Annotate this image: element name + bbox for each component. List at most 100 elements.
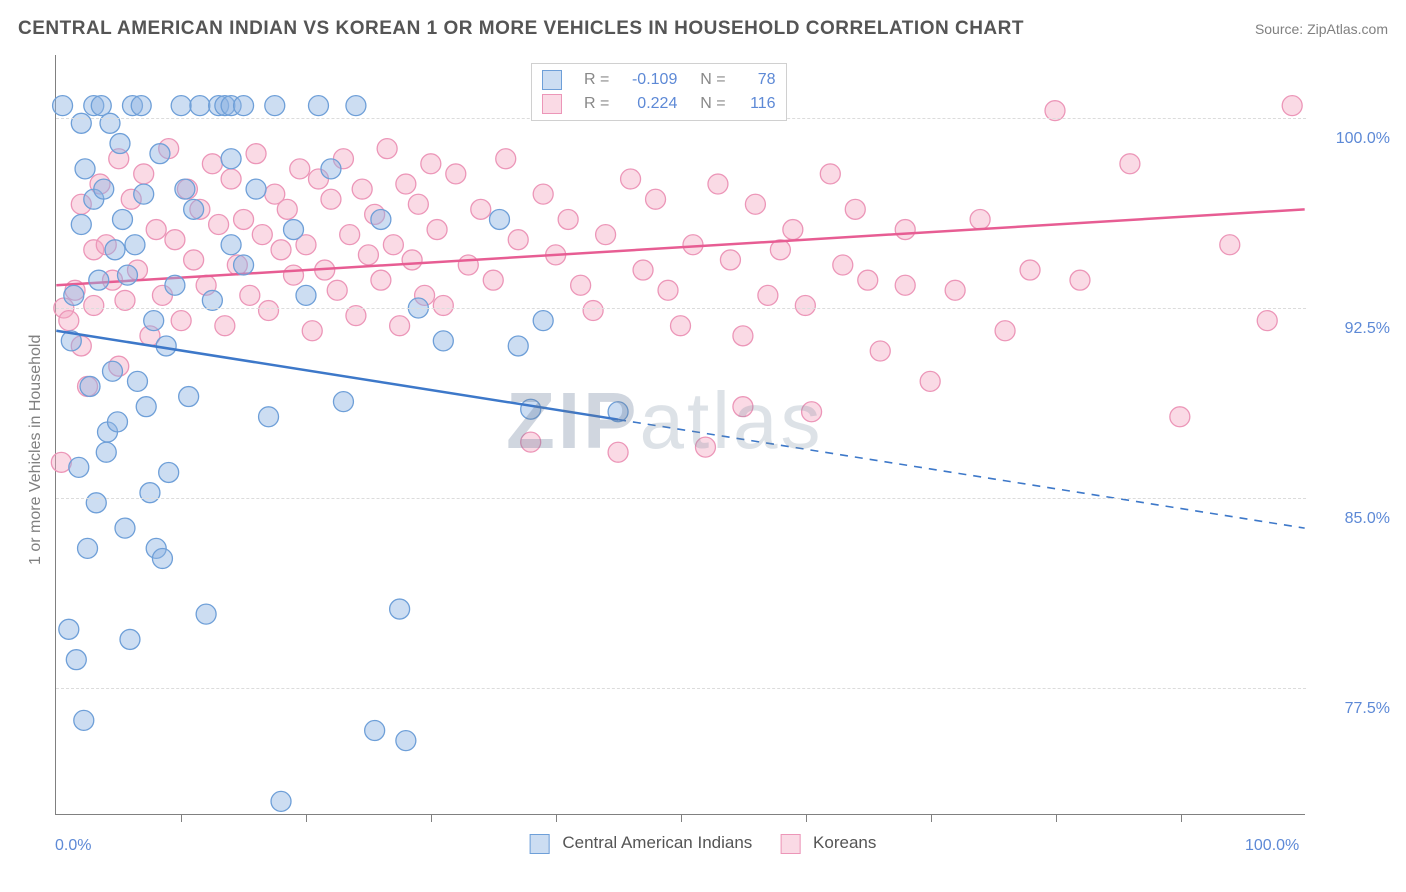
data-point: [365, 721, 385, 741]
legend-swatch: [780, 834, 800, 854]
data-point: [120, 629, 140, 649]
data-point: [1282, 96, 1302, 116]
data-point: [377, 139, 397, 159]
data-point: [490, 209, 510, 229]
data-point: [190, 96, 210, 116]
data-point: [321, 159, 341, 179]
x-tick: [556, 814, 557, 822]
data-point: [671, 316, 691, 336]
data-point: [471, 199, 491, 219]
data-point: [390, 599, 410, 619]
data-point: [64, 285, 84, 305]
chart-source: Source: ZipAtlas.com: [1255, 21, 1388, 37]
legend-row: R = -0.109 N = 78: [542, 68, 776, 92]
data-point: [371, 209, 391, 229]
data-point: [920, 371, 940, 391]
data-point: [870, 341, 890, 361]
series-legend: Central American Indians Koreans: [530, 833, 877, 854]
data-point: [108, 412, 128, 432]
data-point: [53, 96, 73, 116]
data-point: [1220, 235, 1240, 255]
data-point: [970, 209, 990, 229]
data-point: [134, 184, 154, 204]
data-point: [733, 397, 753, 417]
x-tick: [931, 814, 932, 822]
r-label: R =: [584, 71, 609, 89]
data-point: [720, 250, 740, 270]
data-point: [59, 619, 79, 639]
data-point: [458, 255, 478, 275]
data-point: [340, 225, 360, 245]
data-point: [845, 199, 865, 219]
data-point: [74, 710, 94, 730]
data-point: [321, 189, 341, 209]
data-point: [140, 483, 160, 503]
data-point: [105, 240, 125, 260]
data-point: [221, 149, 241, 169]
r-label: R =: [584, 95, 609, 113]
data-point: [833, 255, 853, 275]
data-point: [134, 164, 154, 184]
data-point: [895, 275, 915, 295]
data-point: [94, 179, 114, 199]
data-point: [683, 235, 703, 255]
data-point: [296, 285, 316, 305]
data-point: [658, 280, 678, 300]
data-point: [421, 154, 441, 174]
data-point: [708, 174, 728, 194]
x-tick: [181, 814, 182, 822]
data-point: [115, 518, 135, 538]
legend-item: Central American Indians: [530, 833, 753, 854]
data-point: [408, 194, 428, 214]
data-point: [290, 159, 310, 179]
data-point: [895, 220, 915, 240]
data-point: [146, 220, 166, 240]
data-point: [695, 437, 715, 457]
data-point: [858, 270, 878, 290]
data-point: [820, 164, 840, 184]
data-point: [1257, 311, 1277, 331]
data-point: [533, 311, 553, 331]
data-point: [71, 113, 91, 133]
data-point: [131, 96, 151, 116]
data-point: [396, 731, 416, 751]
data-point: [483, 270, 503, 290]
data-point: [265, 96, 285, 116]
data-point: [84, 295, 104, 315]
gridline: [56, 308, 1306, 309]
data-point: [127, 371, 147, 391]
data-point: [558, 209, 578, 229]
data-point: [802, 402, 822, 422]
data-point: [733, 326, 753, 346]
data-point: [1020, 260, 1040, 280]
data-point: [508, 230, 528, 250]
data-point: [159, 462, 179, 482]
data-point: [234, 96, 254, 116]
data-point: [521, 432, 541, 452]
legend-label: Central American Indians: [562, 833, 752, 852]
data-point: [89, 270, 109, 290]
chart-header: CENTRAL AMERICAN INDIAN VS KOREAN 1 OR M…: [18, 18, 1388, 40]
data-point: [383, 235, 403, 255]
data-point: [646, 189, 666, 209]
data-point: [175, 179, 195, 199]
data-point: [583, 301, 603, 321]
data-point: [71, 215, 91, 235]
data-point: [945, 280, 965, 300]
x-tick: [681, 814, 682, 822]
data-point: [371, 270, 391, 290]
data-point: [240, 285, 260, 305]
data-point: [221, 169, 241, 189]
legend-label: Koreans: [813, 833, 876, 852]
data-point: [96, 442, 116, 462]
data-point: [259, 407, 279, 427]
x-tick: [1056, 814, 1057, 822]
data-point: [271, 791, 291, 811]
data-point: [608, 442, 628, 462]
data-point: [184, 250, 204, 270]
data-point: [196, 604, 216, 624]
data-point: [352, 179, 372, 199]
data-point: [995, 321, 1015, 341]
data-point: [246, 179, 266, 199]
y-tick-label: 77.5%: [1306, 700, 1396, 718]
